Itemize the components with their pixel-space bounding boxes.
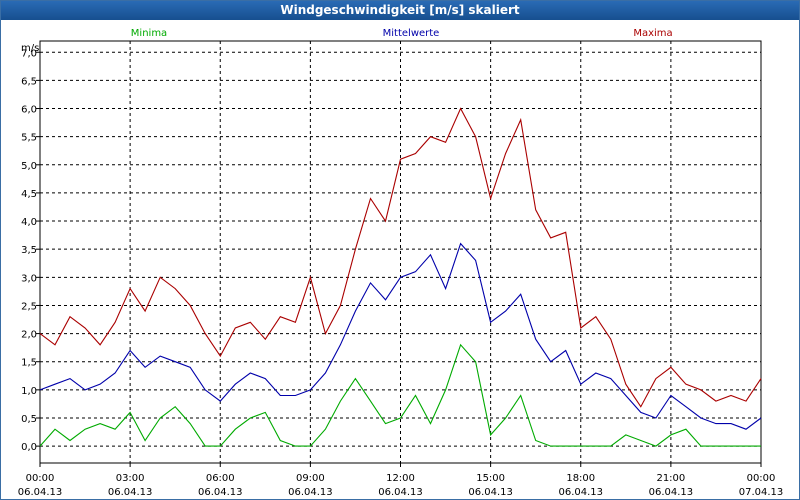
y-tick-label: 2,5 [21, 301, 37, 312]
x-tick-date: 06.04.13 [198, 487, 243, 498]
series-line-maxima [39, 107, 762, 408]
x-tick-time: 00:00 [26, 473, 55, 484]
y-tick-label: 1,0 [21, 386, 37, 397]
window-title: Windgeschwindigkeit [m/s] skaliert [1, 1, 799, 20]
x-tick-date: 06.04.13 [468, 487, 513, 498]
x-tick-time: 03:00 [116, 473, 145, 484]
x-tick-time: 00:00 [747, 473, 776, 484]
y-tick-label: 6,5 [21, 76, 37, 87]
y-tick-label: 1,5 [21, 358, 37, 369]
y-tick-label: 7,0 [21, 48, 37, 59]
series-line-minima [39, 343, 761, 447]
y-tick-label: 5,0 [21, 161, 37, 172]
x-tick-date: 07.04.13 [739, 487, 784, 498]
x-tick-time: 21:00 [656, 473, 685, 484]
x-tick-time: 09:00 [296, 473, 325, 484]
x-tick-date: 06.04.13 [288, 487, 333, 498]
x-tick-time: 06:00 [206, 473, 235, 484]
x-tick-date: 06.04.13 [649, 487, 694, 498]
wind-speed-chart: 0,0 0,5 1,0 1,5 2,0 2,5 3,0 3,5 4,0 4,5 5,0 5,5 6,0 6… [18, 28, 784, 498]
x-tick-date: 06.04.13 [18, 487, 63, 498]
y-tick-label: 4,5 [21, 189, 37, 200]
y-tick-label: 0,5 [21, 414, 37, 425]
x-tick-time: 18:00 [566, 473, 595, 484]
y-tick-label: 0,0 [21, 442, 37, 453]
x-tick-date: 06.04.13 [108, 487, 153, 498]
legend-entry-minima: Minima [131, 28, 167, 39]
y-tick-label: 2,0 [21, 330, 37, 341]
x-tick-time: 15:00 [476, 473, 505, 484]
y-tick-label: 3,0 [21, 273, 37, 284]
y-tick-label: 3,5 [21, 245, 37, 256]
x-tick-date: 06.04.13 [558, 487, 603, 498]
y-tick-label: 6,0 [21, 105, 37, 116]
y-tick-label: 5,5 [21, 133, 37, 144]
y-tick-label: 4,0 [21, 217, 37, 228]
series-line-mittelwerte [39, 242, 762, 430]
legend-entry-maxima: Maxima [633, 28, 672, 39]
y-axis-label: m/s [21, 43, 39, 54]
x-tick-time: 12:00 [386, 473, 415, 484]
legend-entry-mittelwerte: Mittelwerte [383, 28, 440, 39]
x-tick-date: 06.04.13 [378, 487, 423, 498]
